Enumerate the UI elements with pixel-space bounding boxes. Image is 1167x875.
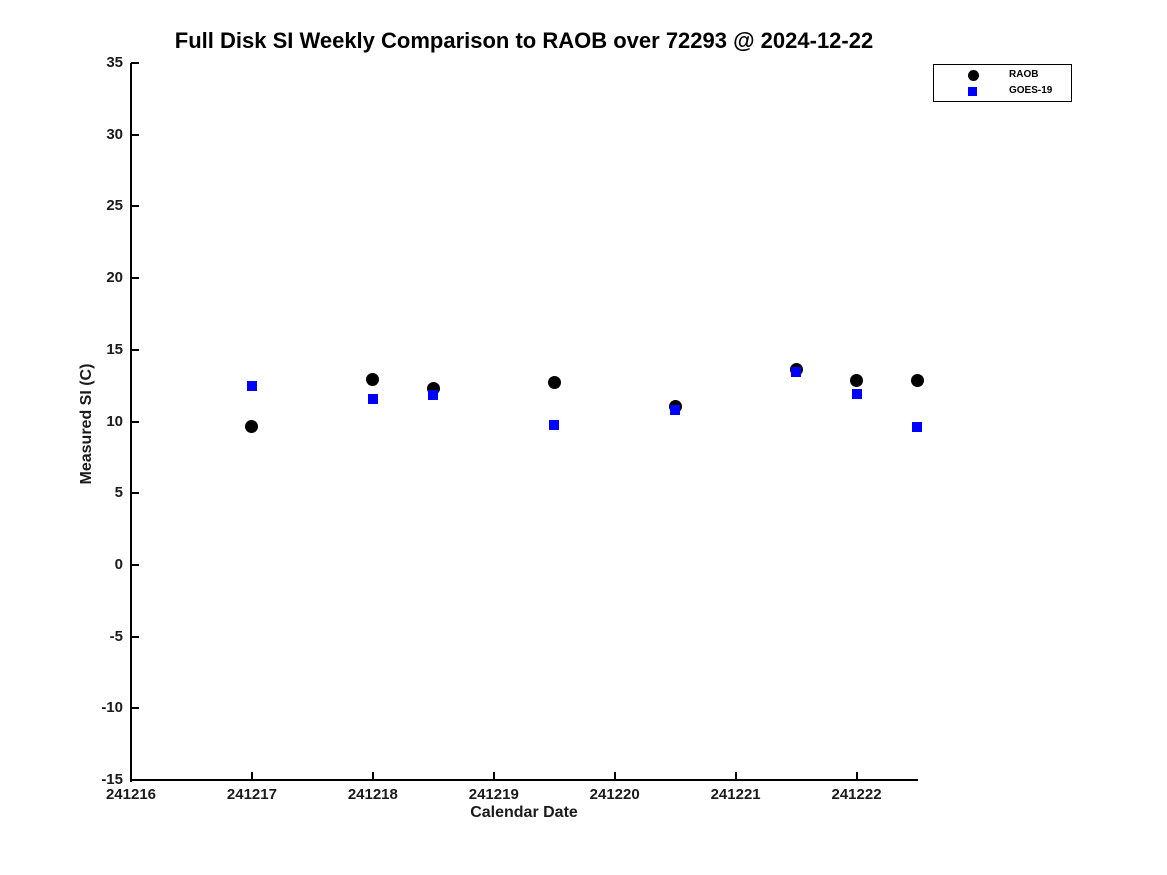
data-point-goes-19: [428, 389, 439, 400]
y-tick-label: 20: [106, 269, 123, 287]
x-tick: [130, 772, 132, 780]
y-tick-label: 15: [106, 340, 123, 358]
y-tick-label: -15: [101, 771, 123, 788]
y-tick: [131, 563, 139, 566]
legend-entry-goes-19: GOES-19: [934, 83, 1071, 100]
data-point-goes-19: [367, 394, 378, 405]
legend: RAOB GOES-19: [933, 64, 1072, 102]
data-point-goes-19: [791, 367, 802, 378]
y-tick: [131, 348, 139, 351]
y-tick-label: -10: [101, 699, 123, 717]
x-tick-label: 241222: [831, 786, 882, 803]
y-tick-label: 25: [106, 197, 123, 215]
plot-area: 241216 241217 241218 241219 241220 241221 2412…: [101, 54, 924, 803]
y-axis-spine: [130, 63, 132, 782]
legend-label: RAOB: [1009, 69, 1039, 80]
y-tick: [131, 133, 139, 136]
x-tick-label: 241221: [710, 786, 761, 803]
data-point-goes-19: [549, 420, 560, 431]
legend-marker-square-icon: [968, 87, 977, 96]
data-point-goes-19: [912, 422, 922, 433]
legend-marker-circle-icon: [968, 70, 979, 81]
y-tick-label: 0: [114, 555, 123, 573]
y-tick: [131, 707, 139, 710]
y-tick-label: 35: [106, 54, 123, 71]
data-point-raob: [366, 372, 380, 386]
y-tick: [131, 492, 139, 495]
y-tick: [131, 62, 139, 64]
data-point-goes-19: [670, 405, 681, 416]
y-tick: [131, 277, 139, 280]
y-tick-label: -5: [109, 627, 123, 645]
chart-title: Full Disk SI Weekly Comparison to RAOB o…: [174, 28, 874, 53]
data-point-goes-19: [851, 389, 862, 400]
data-point-raob: [245, 420, 259, 434]
y-tick: [131, 635, 139, 638]
y-tick: [131, 420, 139, 423]
x-tick: [613, 772, 616, 780]
x-tick-label: 241220: [589, 786, 640, 803]
x-tick-label: 241218: [347, 786, 398, 803]
x-axis-label: Calendar Date: [470, 804, 578, 821]
y-tick-label: 30: [106, 125, 123, 143]
data-point-raob: [547, 376, 561, 390]
y-tick: [131, 779, 139, 781]
data-point-raob: [850, 374, 864, 388]
data-point-raob: [910, 374, 924, 388]
x-tick-label: 241216: [105, 786, 157, 803]
x-tick: [855, 772, 858, 780]
legend-label: GOES-19: [1009, 85, 1053, 96]
x-axis-spine: [130, 779, 918, 781]
x-tick: [371, 772, 374, 780]
y-tick-label: 10: [106, 412, 123, 430]
data-point-goes-19: [246, 381, 257, 392]
legend-entry-raob: RAOB: [934, 67, 1071, 84]
x-tick: [492, 772, 495, 780]
x-tick: [250, 772, 253, 780]
x-tick-label: 241219: [468, 786, 519, 803]
y-axis-label: Measured SI (C): [78, 363, 95, 485]
x-tick-label: 241217: [226, 786, 277, 803]
x-tick: [734, 772, 737, 780]
y-tick: [131, 205, 139, 208]
y-tick-label: 5: [114, 484, 123, 502]
